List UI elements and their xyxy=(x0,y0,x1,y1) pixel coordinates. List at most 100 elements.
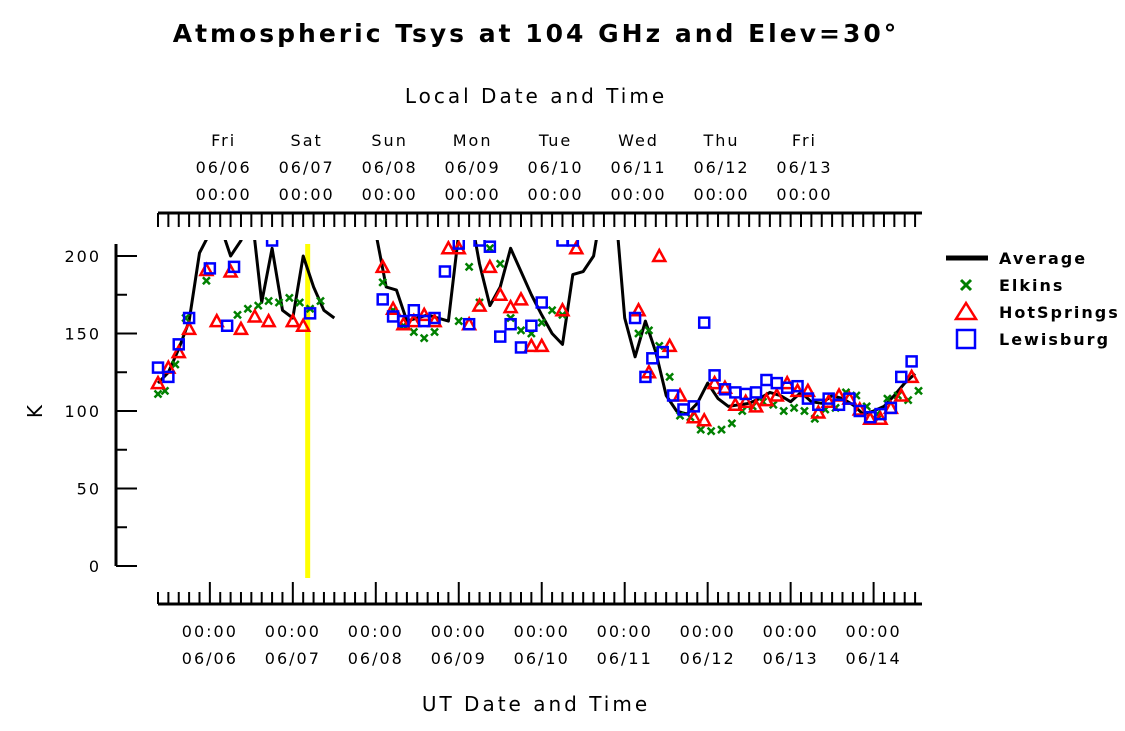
elkins-point xyxy=(717,425,726,434)
plot-area xyxy=(149,240,923,436)
lewisburg-point xyxy=(525,319,538,332)
lewisburg-point xyxy=(428,311,441,325)
hotsprings-point xyxy=(716,379,734,394)
lewisburg-point xyxy=(791,379,804,393)
ut-time-label: 00:00 xyxy=(431,622,487,641)
hotsprings-point xyxy=(481,258,498,274)
lewisburg-point xyxy=(760,373,773,387)
elkins-point xyxy=(634,329,643,338)
ut-time-label: 00:00 xyxy=(597,622,653,641)
y-ticks: 0 50 100 150 200 xyxy=(64,247,137,576)
lewisburg-point xyxy=(151,361,165,374)
hotsprings-point xyxy=(851,400,868,416)
lewisburg-point xyxy=(203,262,217,275)
hotsprings-point xyxy=(862,410,879,425)
elkins-point xyxy=(202,276,211,286)
ut-time-label: 00:00 xyxy=(182,622,238,641)
hotsprings-point xyxy=(706,374,723,390)
lewisburg-point xyxy=(493,330,507,343)
local-date-label: 06/13 xyxy=(776,158,832,177)
elkins-point xyxy=(419,333,429,343)
hotsprings-point xyxy=(651,247,668,263)
lewisburg-point xyxy=(162,370,175,384)
bottom-axis-ticks: 00:00 06/06 00:00 06/07 00:00 06/08 00:00 06/09… xyxy=(157,582,917,668)
y-tick-label: 150 xyxy=(64,325,101,344)
y-tick-label: 200 xyxy=(64,247,101,266)
hotsprings-point xyxy=(295,317,312,332)
local-date-label: 06/07 xyxy=(279,158,335,177)
local-time-label: 00:00 xyxy=(279,185,335,204)
local-date-label: 06/11 xyxy=(610,158,666,177)
hotsprings-point xyxy=(426,312,443,328)
elkins-point xyxy=(644,326,654,335)
ut-date-label: 06/08 xyxy=(348,649,404,668)
elkins-point xyxy=(779,406,789,416)
elkins-point xyxy=(233,310,242,320)
hotsprings-point xyxy=(685,408,702,424)
y-tick-label: 50 xyxy=(77,480,101,499)
local-date-label: 06/08 xyxy=(362,158,418,177)
hotsprings-point xyxy=(208,312,225,328)
lewisburg-point xyxy=(182,311,196,325)
bottom-axis-title: UT Date and Time xyxy=(422,692,650,716)
legend-swatch-lewisburg xyxy=(955,328,977,350)
local-day-label: Fri xyxy=(211,131,236,150)
hotsprings-point xyxy=(284,312,301,328)
legend-label: Elkins xyxy=(999,276,1064,295)
hotsprings-point xyxy=(903,368,920,384)
lewisburg-point xyxy=(220,319,234,332)
local-day-label: Thu xyxy=(702,131,739,150)
elkins-point xyxy=(243,304,253,314)
ut-date-label: 06/13 xyxy=(763,649,819,668)
elkins-point xyxy=(706,426,716,436)
elkins-point xyxy=(284,293,294,303)
lewisburg-point xyxy=(639,370,652,384)
elkins-point xyxy=(727,419,737,428)
hotsprings-point xyxy=(440,240,457,255)
elkins-point xyxy=(665,372,675,382)
local-date-label: 06/09 xyxy=(445,158,501,177)
hotsprings-point xyxy=(523,337,540,353)
ut-time-label: 00:00 xyxy=(514,622,570,641)
hotsprings-point xyxy=(533,337,550,353)
elkins-point xyxy=(696,425,706,434)
legend: Average Elkins HotSprings Lewisburg xyxy=(946,249,1120,350)
lewisburg-point xyxy=(407,304,421,317)
y-axis-title: K xyxy=(23,402,47,418)
elkins-point xyxy=(378,277,388,287)
lewisburg-point xyxy=(708,369,721,382)
elkins-point xyxy=(454,316,464,326)
hotsprings-point xyxy=(661,337,678,353)
local-day-label: Fri xyxy=(792,131,817,150)
lewisburg-point xyxy=(697,316,711,329)
ut-time-label: 00:00 xyxy=(265,622,321,641)
lewisburg-point xyxy=(535,296,548,309)
lewisburg-point xyxy=(452,240,466,250)
lewisburg-point xyxy=(656,345,669,359)
legend-label: Average xyxy=(999,249,1087,268)
average-line xyxy=(375,240,598,346)
hotsprings-point xyxy=(198,261,215,277)
hotsprings-point xyxy=(630,301,647,317)
local-time-label: 00:00 xyxy=(610,185,666,204)
lewisburg-point xyxy=(462,317,476,331)
hotsprings-point xyxy=(768,386,785,402)
lewisburg-point xyxy=(556,240,569,247)
ut-date-label: 06/14 xyxy=(846,649,902,668)
hotsprings-point xyxy=(758,391,775,407)
legend-label: HotSprings xyxy=(999,303,1120,322)
legend-label: Lewisburg xyxy=(999,330,1110,349)
hotsprings-point xyxy=(502,298,519,314)
elkins-point xyxy=(537,318,547,328)
elkins-point xyxy=(547,305,557,315)
hotsprings-point xyxy=(810,403,827,419)
lewisburg-point xyxy=(514,341,528,354)
hotsprings-point xyxy=(374,258,391,274)
chart-title: Atmospheric Tsys at 104 GHz and Elev=30° xyxy=(173,19,899,48)
ut-time-label: 00:00 xyxy=(763,622,819,641)
lewisburg-point xyxy=(303,307,317,320)
hotsprings-point xyxy=(512,290,530,306)
y-tick-label: 100 xyxy=(64,402,101,421)
elkins-point xyxy=(800,406,809,416)
